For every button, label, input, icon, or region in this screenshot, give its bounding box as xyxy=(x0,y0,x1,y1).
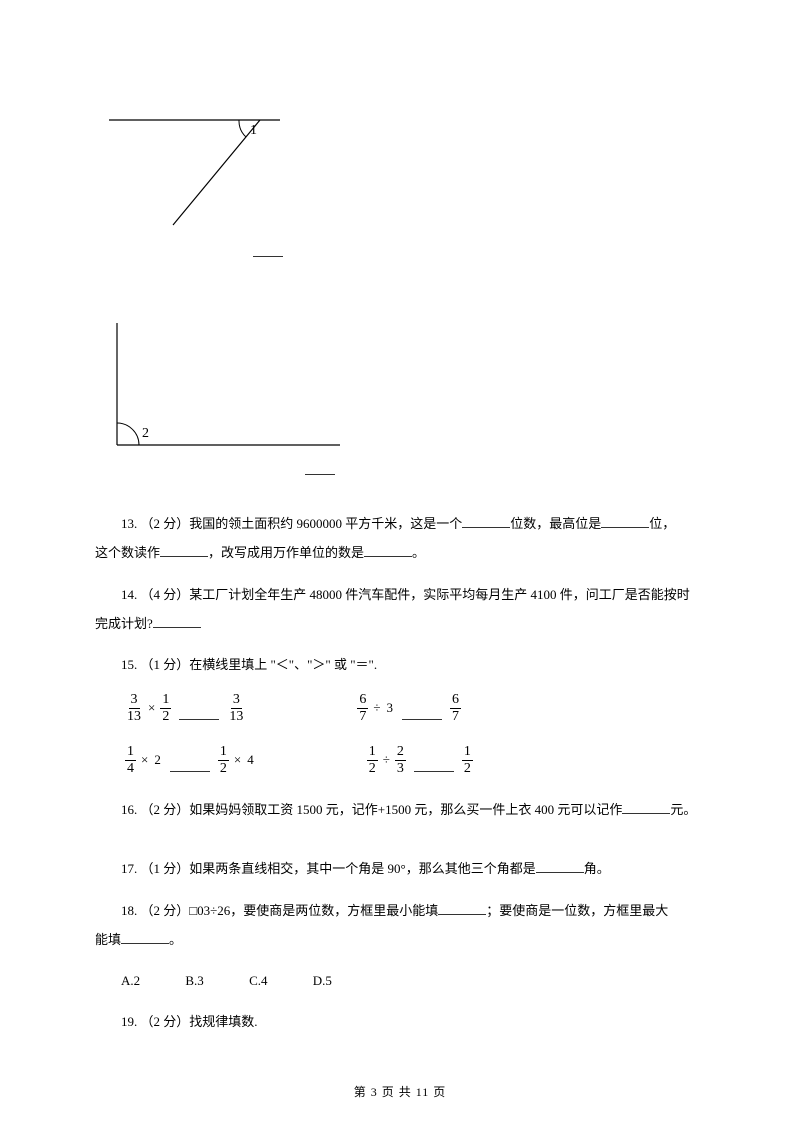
question-14-line2: 完成计划? xyxy=(95,610,705,637)
q13-blank-2 xyxy=(601,514,649,528)
diagram2-blank xyxy=(305,461,705,480)
frac-den: 7 xyxy=(450,709,461,724)
frac-num: 6 xyxy=(450,692,461,708)
frac-num: 3 xyxy=(231,692,242,708)
q18-blank-1 xyxy=(438,901,486,915)
option-d: D.5 xyxy=(313,973,332,988)
frac-num: 3 xyxy=(129,692,140,708)
op-3: 3 xyxy=(386,700,393,716)
q16-suffix: 元。 xyxy=(670,802,696,817)
compare-blank xyxy=(170,760,210,772)
frac-expr-2: 67 ÷ 3 67 xyxy=(355,692,463,724)
op-times: × xyxy=(141,752,148,768)
frac-den: 7 xyxy=(357,709,368,724)
diagram1-blank xyxy=(253,243,705,262)
q18-text-b: ；要使商是一位数，方框里最大 xyxy=(486,903,668,918)
q16-text: 16. （2 分）如果妈妈领取工资 1500 元，记作+1500 元，那么买一件… xyxy=(121,802,622,817)
compare-blank xyxy=(179,708,219,720)
frac-expr-1: 313 × 12 313 xyxy=(123,692,247,724)
op-div: ÷ xyxy=(383,752,390,768)
option-c: C.4 xyxy=(249,973,267,988)
op-div: ÷ xyxy=(373,700,380,716)
frac-den: 3 xyxy=(395,761,406,776)
frac-num: 1 xyxy=(125,744,136,760)
frac-den: 2 xyxy=(462,761,473,776)
frac-den: 2 xyxy=(218,761,229,776)
footer-text: 第 3 页 共 11 页 xyxy=(354,1085,447,1099)
q13-blank-1 xyxy=(462,514,510,528)
q18-blank-2 xyxy=(121,930,169,944)
frac-num: 1 xyxy=(160,692,171,708)
angle-diagram-2: 2 xyxy=(105,317,705,457)
frac-num: 1 xyxy=(462,744,473,760)
q13-text-d: 这个数读作 xyxy=(95,545,160,560)
frac-expr-3: 14 × 2 12 × 4 xyxy=(123,744,257,776)
frac-den: 2 xyxy=(367,761,378,776)
option-a: A.2 xyxy=(121,973,140,988)
question-18-line2: 能填 。 xyxy=(95,926,705,953)
frac-expr-4: 12 ÷ 23 12 xyxy=(365,744,475,776)
angle-diagram-1: 1 xyxy=(105,110,705,237)
q18-text-c: 能填 xyxy=(95,932,121,947)
q17-suffix: 角。 xyxy=(584,861,610,876)
compare-blank xyxy=(414,760,454,772)
q13-text-b: 位数，最高位是 xyxy=(510,516,601,531)
q14-text-a: 14. （4 分）某工厂计划全年生产 48000 件汽车配件，实际平均每月生产 … xyxy=(121,587,690,602)
q14-text-b: 完成计划? xyxy=(95,616,153,631)
op-times: × xyxy=(148,700,155,716)
frac-den: 2 xyxy=(160,709,171,724)
q14-blank xyxy=(153,614,201,628)
question-18-options: A.2 B.3 C.4 D.5 xyxy=(95,967,705,996)
q13-text-a: 13. （2 分）我国的领土面积约 9600000 平方千米，这是一个 xyxy=(121,516,462,531)
q13-text-c: 位， xyxy=(649,516,675,531)
question-17: 17. （1 分）如果两条直线相交，其中一个角是 90°，那么其他三个角都是 角。 xyxy=(95,855,705,882)
q19-text: 19. （2 分）找规律填数. xyxy=(121,1014,258,1029)
angle-2-label: 2 xyxy=(142,426,149,441)
question-19: 19. （2 分）找规律填数. xyxy=(95,1008,705,1035)
q13-text-f: 。 xyxy=(412,545,425,560)
op-times: × xyxy=(234,752,241,768)
question-13-line2: 这个数读作 ，改写成用万作单位的数是 。 xyxy=(95,539,705,566)
frac-num: 1 xyxy=(218,744,229,760)
frac-num: 6 xyxy=(357,692,368,708)
fraction-row-2: 14 × 2 12 × 4 12 ÷ 23 12 xyxy=(123,744,705,776)
frac-den: 4 xyxy=(125,761,136,776)
question-18: 18. （2 分）□03÷26，要使商是两位数，方框里最小能填 ；要使商是一位数，… xyxy=(95,897,705,924)
q17-text: 17. （1 分）如果两条直线相交，其中一个角是 90°，那么其他三个角都是 xyxy=(121,861,536,876)
frac-den: 13 xyxy=(227,709,245,724)
q13-text-e: ，改写成用万作单位的数是 xyxy=(208,545,364,560)
question-16: 16. （2 分）如果妈妈领取工资 1500 元，记作+1500 元，那么买一件… xyxy=(95,796,705,823)
angle-1-label: 1 xyxy=(250,123,257,138)
question-13: 13. （2 分）我国的领土面积约 9600000 平方千米，这是一个 位数，最高… xyxy=(95,510,705,537)
q18-text-a: 18. （2 分）□03÷26，要使商是两位数，方框里最小能填 xyxy=(121,903,438,918)
frac-num: 1 xyxy=(367,744,378,760)
op-2: 2 xyxy=(154,752,161,768)
frac-den: 13 xyxy=(125,709,143,724)
op-4: 4 xyxy=(247,752,254,768)
q13-blank-4 xyxy=(364,543,412,557)
question-15: 15. （1 分）在横线里填上 "＜"、"＞" 或 "＝". xyxy=(95,651,705,678)
q13-blank-3 xyxy=(160,543,208,557)
option-b: B.3 xyxy=(185,973,203,988)
q18-text-d: 。 xyxy=(169,932,182,947)
q16-blank xyxy=(622,800,670,814)
question-14: 14. （4 分）某工厂计划全年生产 48000 件汽车配件，实际平均每月生产 … xyxy=(95,581,705,608)
compare-blank xyxy=(402,708,442,720)
page-footer: 第 3 页 共 11 页 xyxy=(0,1083,800,1100)
fraction-row-1: 313 × 12 313 67 ÷ 3 67 xyxy=(123,692,705,724)
frac-num: 2 xyxy=(395,744,406,760)
q15-text: 15. （1 分）在横线里填上 "＜"、"＞" 或 "＝". xyxy=(121,657,377,672)
q17-blank xyxy=(536,859,584,873)
